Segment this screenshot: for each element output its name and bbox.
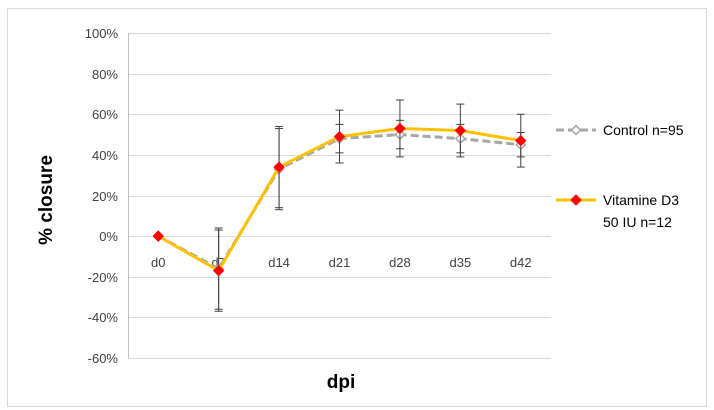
y-tick-label: 0% [99, 229, 118, 244]
y-tick-label: -20% [88, 270, 119, 285]
data-point [454, 124, 467, 137]
legend-item-control: Control n=95 [556, 122, 684, 138]
legend-label: 50 IU n=12 [603, 214, 672, 230]
x-tick-label: d21 [329, 255, 351, 270]
data-point [515, 134, 527, 147]
data-point [273, 161, 285, 173]
legend: Control n=95 Vitamine D3 50 IU n=12 [556, 122, 684, 230]
legend-label: Control n=95 [603, 122, 684, 138]
legend-item-vitamine-d3: Vitamine D3 50 IU n=12 [556, 192, 679, 230]
y-tick-label: 40% [92, 148, 118, 163]
data-point [152, 230, 164, 242]
data-point [333, 130, 346, 143]
legend-swatch-marker [570, 194, 582, 206]
y-tick-label: -60% [88, 351, 119, 366]
series-layer [152, 99, 527, 312]
x-tick-label: d0 [151, 255, 165, 270]
y-tick-label: 20% [92, 189, 118, 204]
series-vitamine-d3 [152, 99, 527, 312]
data-point [212, 264, 225, 277]
axes: -60%-40%-20%0%20%40%60%80%100%d0 d7 d14 d21… [85, 26, 532, 366]
y-tick-label: 100% [85, 26, 119, 41]
legend-label: Vitamine D3 [603, 192, 679, 208]
x-tick-label: d28 [389, 255, 411, 270]
legend-swatch-marker [570, 124, 582, 136]
y-tick-label: -40% [88, 310, 119, 325]
y-tick-label: 60% [92, 107, 118, 122]
x-axis-title: dpi [327, 372, 356, 393]
x-tick-label: d35 [450, 255, 472, 270]
x-tick-label: d42 [510, 255, 532, 270]
y-axis-title: % closure [36, 155, 57, 245]
x-tick-label: d14 [268, 255, 290, 270]
y-tick-label: 80% [92, 67, 118, 82]
data-point [394, 122, 406, 135]
